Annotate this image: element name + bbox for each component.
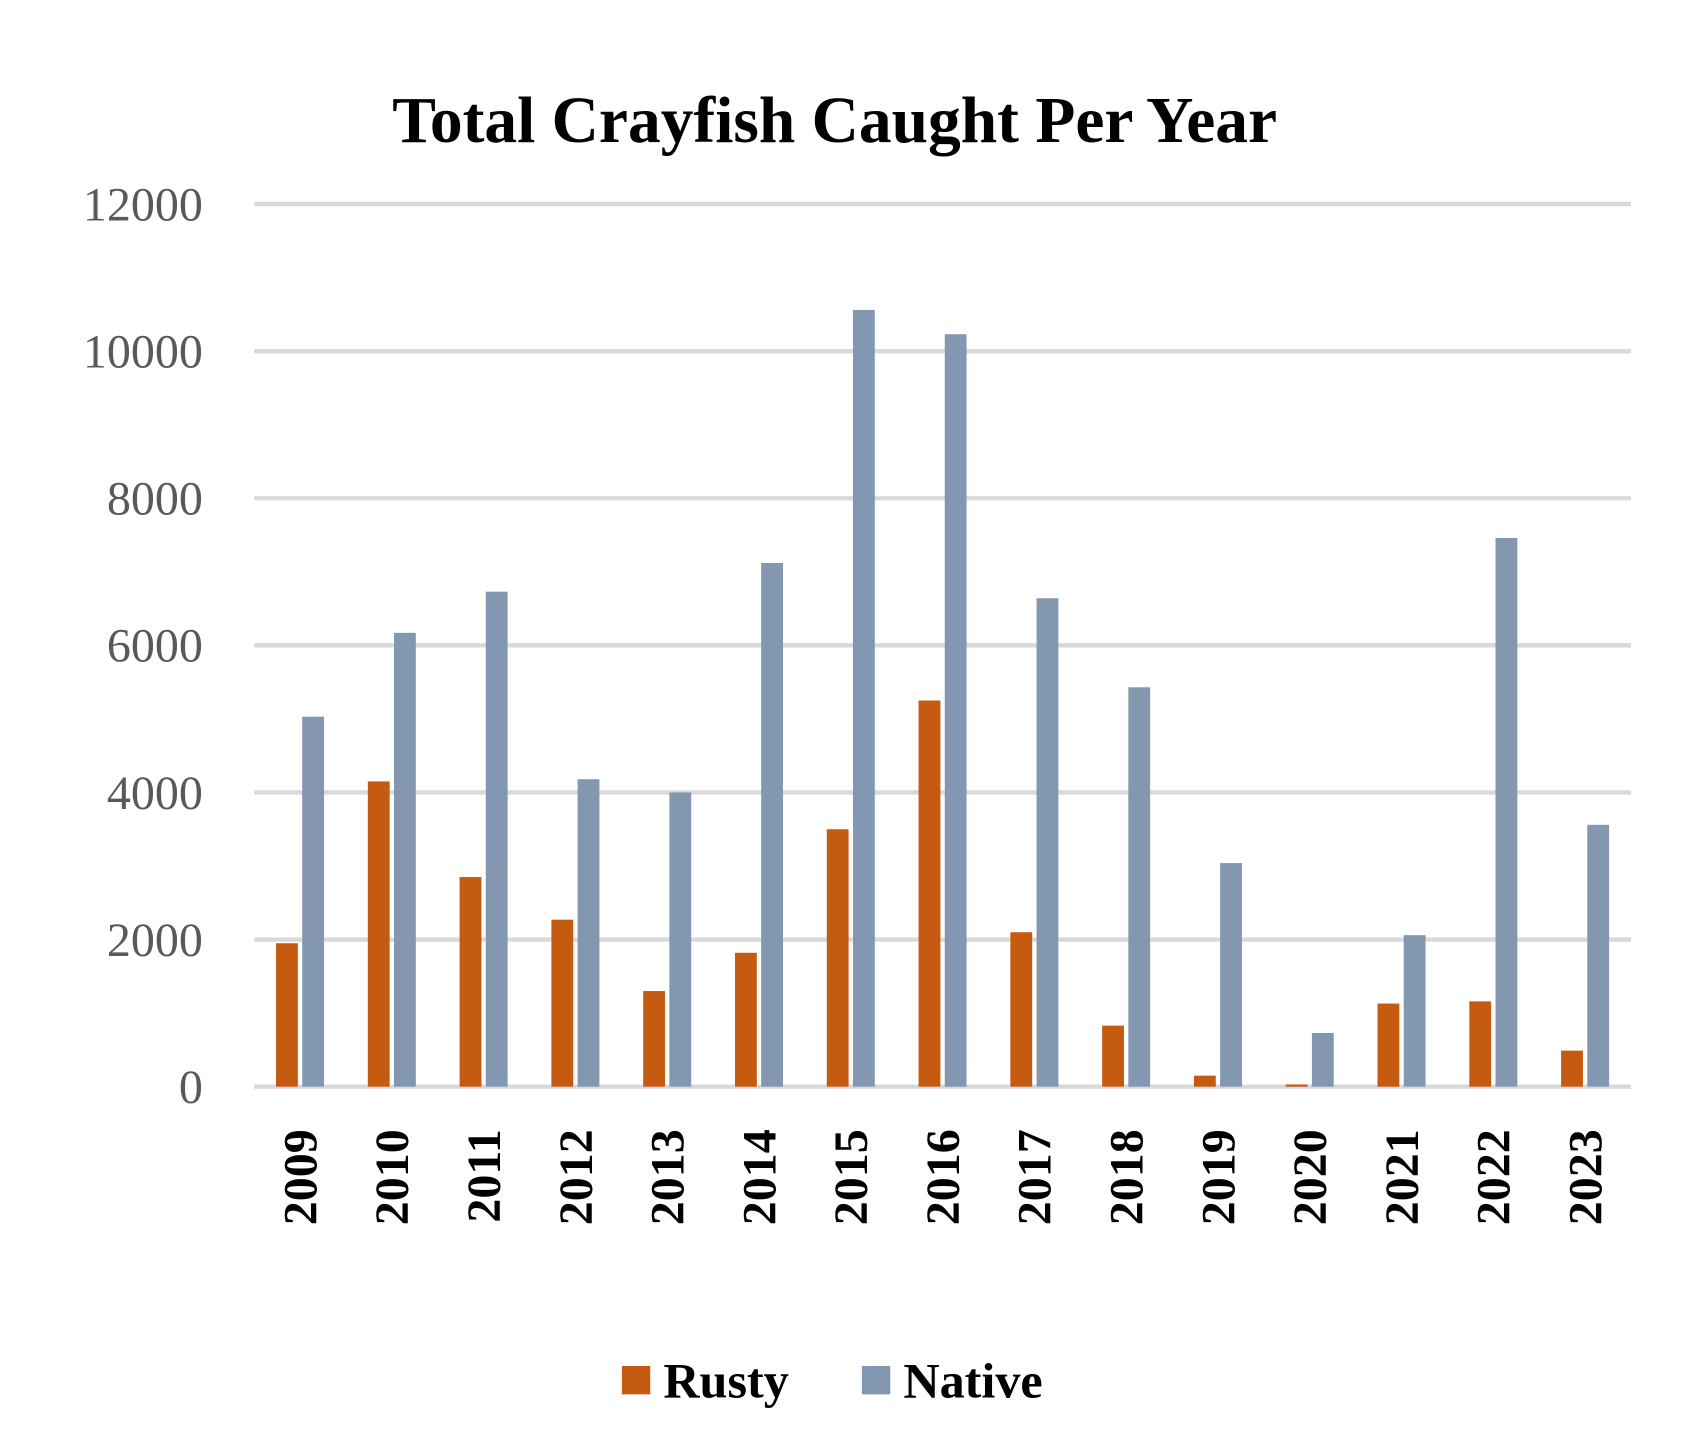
bar-rusty-2013: [643, 991, 666, 1087]
bar-native-2019: [1220, 863, 1242, 1087]
legend-swatch-native: [861, 1365, 891, 1395]
y-tick-label: 6000: [107, 620, 203, 673]
bar-native-2012: [577, 779, 600, 1087]
y-tick-label: 10000: [83, 326, 203, 379]
x-tick-label: 2017: [1009, 1129, 1062, 1225]
x-tick-label: 2010: [366, 1129, 419, 1225]
y-tick-label: 0: [179, 1061, 203, 1114]
x-tick-label: 2020: [1284, 1129, 1337, 1225]
x-tick-label: 2013: [642, 1129, 695, 1225]
bar-rusty-2015: [826, 829, 849, 1087]
x-tick-label: 2021: [1376, 1129, 1429, 1225]
x-axis-ticks: 2009 2010 2011 2012 2013 2014 2015 2016 2017 2018…: [274, 1129, 1612, 1225]
x-tick-label: 2012: [550, 1129, 603, 1225]
bar-rusty-2012: [551, 919, 574, 1087]
y-tick-label: 4000: [107, 767, 203, 820]
y-axis-ticks: 0 2000 4000 6000 8000 10000 12000: [83, 178, 203, 1114]
bar-native-2022: [1495, 537, 1518, 1087]
chart-title: Total Crayfish Caught Per Year: [392, 85, 1277, 157]
legend-label-rusty: Rusty: [663, 1353, 788, 1409]
bar-rusty-2016: [918, 700, 941, 1087]
gridlines: [254, 201, 1632, 1089]
bar-rusty-2009: [276, 943, 298, 1087]
y-tick-label: 12000: [83, 178, 203, 231]
bar-native-2021: [1403, 935, 1426, 1087]
x-tick-label: 2014: [733, 1129, 786, 1225]
x-tick-label: 2016: [917, 1129, 970, 1225]
bar-rusty-2011: [459, 877, 482, 1087]
x-tick-label: 2009: [274, 1129, 327, 1225]
bar-rusty-2021: [1377, 1003, 1400, 1087]
bar-rusty-2018: [1102, 1025, 1124, 1087]
bar-rusty-2014: [734, 952, 757, 1087]
bar-native-2009: [302, 716, 325, 1087]
bar-native-2010: [394, 632, 416, 1087]
bar-native-2013: [669, 792, 692, 1087]
x-tick-label: 2015: [825, 1129, 878, 1225]
bar-native-2023: [1587, 824, 1610, 1087]
bar-native-2011: [485, 591, 508, 1087]
x-tick-label: 2011: [458, 1129, 511, 1222]
legend-label-native: Native: [903, 1353, 1042, 1409]
y-tick-label: 2000: [107, 914, 203, 967]
bar-rusty-2020: [1285, 1084, 1308, 1087]
bar-native-2015: [852, 309, 875, 1087]
bar-rusty-2023: [1561, 1050, 1583, 1087]
x-tick-label: 2018: [1101, 1129, 1154, 1225]
bar-native-2016: [944, 334, 967, 1087]
bar-rusty-2017: [1010, 932, 1033, 1087]
bar-rusty-2022: [1469, 1001, 1492, 1087]
legend: Rusty Native: [621, 1353, 1043, 1409]
legend-swatch-rusty: [621, 1365, 651, 1395]
y-tick-label: 8000: [107, 473, 203, 526]
bars: [276, 309, 1610, 1087]
bar-native-2018: [1128, 687, 1151, 1087]
bar-native-2014: [761, 562, 783, 1087]
bar-native-2017: [1036, 598, 1059, 1087]
x-tick-label: 2022: [1468, 1129, 1521, 1225]
bar-rusty-2010: [367, 781, 390, 1087]
x-tick-label: 2023: [1559, 1129, 1612, 1225]
x-tick-label: 2019: [1192, 1129, 1245, 1225]
bar-native-2020: [1311, 1032, 1334, 1087]
bar-rusty-2019: [1193, 1075, 1216, 1087]
